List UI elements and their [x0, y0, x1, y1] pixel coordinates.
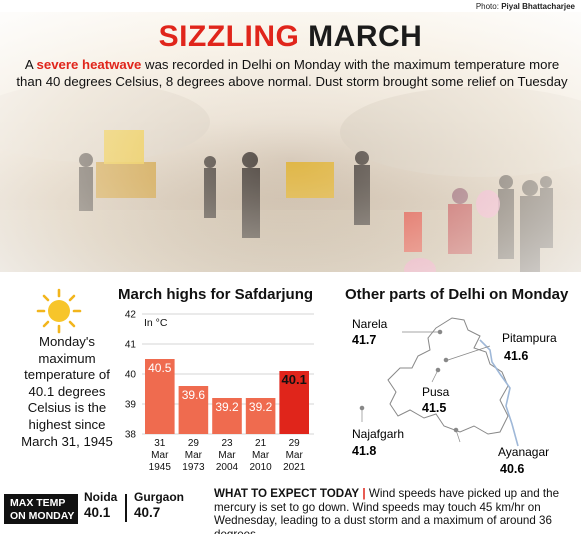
data-label: 39.2 — [215, 400, 239, 414]
divider — [125, 494, 127, 522]
delhi-outline — [387, 317, 509, 435]
marker-narela — [437, 329, 443, 335]
data-label: 40.1 — [282, 372, 307, 387]
data-label: 39.2 — [249, 400, 273, 414]
x-tick-label: Mar — [151, 450, 169, 461]
y-tick-label: 39 — [125, 400, 137, 411]
max-temp-line-1: MAX TEMP — [10, 497, 66, 509]
dust-haze — [0, 12, 581, 280]
bar — [245, 398, 276, 434]
max-temp-badge: MAX TEMP ON MONDAY — [4, 494, 78, 524]
x-tick-label: Mar — [185, 450, 203, 461]
deck-part-1: A — [24, 57, 37, 72]
x-tick-label: 29 — [188, 438, 200, 449]
bar — [212, 398, 242, 434]
city-name: Gurgaon — [134, 490, 184, 504]
place-temp-pusa: 41.5 — [422, 401, 446, 415]
city-temp: 40.1 — [84, 505, 111, 520]
x-tick-label: 23 — [221, 438, 233, 449]
y-tick-label: 40 — [125, 370, 137, 381]
x-tick-label: 1945 — [149, 462, 172, 473]
place-name-pitampura: Pitampura — [502, 331, 557, 345]
x-tick-label: 21 — [255, 438, 267, 449]
place-name-pusa: Pusa — [422, 385, 450, 399]
photo-credit-prefix: Photo: — [475, 2, 499, 11]
x-tick-label: 2004 — [216, 462, 239, 473]
headline: SIZZLING MARCH — [0, 20, 581, 54]
place-temp-narela: 41.7 — [352, 333, 376, 347]
forecast-lead: WHAT TO EXPECT TODAY — [214, 487, 360, 500]
x-tick-label: Mar — [252, 450, 270, 461]
marker-pitampura — [443, 357, 449, 363]
deck-highlight: severe heatwave — [36, 57, 142, 72]
x-tick-label: 2021 — [283, 462, 306, 473]
place-name-najafgarh: Najafgarh — [352, 427, 404, 441]
place-temp-najafgarh: 41.8 — [352, 444, 376, 458]
footer: MAX TEMP ON MONDAY Noida 40.1 Gurgaon 40… — [0, 484, 581, 534]
deck-text: A severe heatwave was recorded in Delhi … — [16, 56, 568, 90]
photo-credit-name: Piyal Bhattacharjee — [501, 2, 575, 11]
bar — [145, 359, 175, 434]
x-tick-label: 2010 — [249, 462, 272, 473]
sun-icon — [36, 288, 82, 334]
deck-part-2: was recorded in Delhi on Monday with the… — [16, 57, 568, 89]
y-tick-label: 41 — [125, 340, 137, 351]
forecast-separator: | — [362, 487, 366, 500]
place-temp-ayanagar: 40.6 — [500, 462, 524, 476]
max-temp-line-2: ON MONDAY — [10, 510, 75, 522]
data-label: 39.6 — [182, 388, 206, 402]
x-tick-label: 31 — [154, 438, 166, 449]
chart-title: March highs for Safdarjung — [118, 286, 314, 303]
forecast-note: WHAT TO EXPECT TODAY | Wind speeds have … — [214, 487, 574, 534]
x-tick-label: Mar — [286, 450, 304, 461]
forecast-text: Wind speeds have picked up and the mercu… — [214, 487, 560, 534]
y-tick-label: 42 — [125, 310, 137, 321]
city-gurgaon: Gurgaon 40.7 — [134, 490, 184, 520]
delhi-map: Narela 41.7 Pitampura 41.6 Pusa 41.5 Naj… — [352, 317, 557, 476]
city-noida: Noida 40.1 — [84, 490, 117, 520]
map-title: Other parts of Delhi on Monday — [345, 286, 569, 303]
hero-photo: SIZZLING MARCH A severe heatwave was rec… — [0, 12, 581, 280]
x-tick-label: 29 — [289, 438, 301, 449]
y-tick-label: 38 — [125, 430, 137, 441]
place-name-narela: Narela — [352, 317, 388, 331]
city-name: Noida — [84, 490, 118, 504]
info-panel: Monday's maximum temperature of 40.1 deg… — [0, 272, 581, 486]
unit-label: In °C — [144, 317, 168, 329]
x-tick-label: 1973 — [182, 462, 205, 473]
headline-word-1: SIZZLING — [158, 20, 300, 53]
sidebar-note: Monday's maximum temperature of 40.1 deg… — [21, 334, 113, 449]
bar — [279, 371, 309, 434]
place-name-ayanagar: Ayanagar — [498, 445, 549, 459]
headline-word-2: MARCH — [308, 20, 423, 53]
bar — [178, 386, 209, 434]
yamuna-river — [479, 339, 519, 447]
x-tick-label: Mar — [218, 450, 236, 461]
data-label: 40.5 — [148, 361, 172, 375]
place-temp-pitampura: 41.6 — [504, 349, 528, 363]
city-temp: 40.7 — [134, 505, 161, 520]
photo-credit: Photo: Piyal Bhattacharjee — [476, 2, 575, 11]
